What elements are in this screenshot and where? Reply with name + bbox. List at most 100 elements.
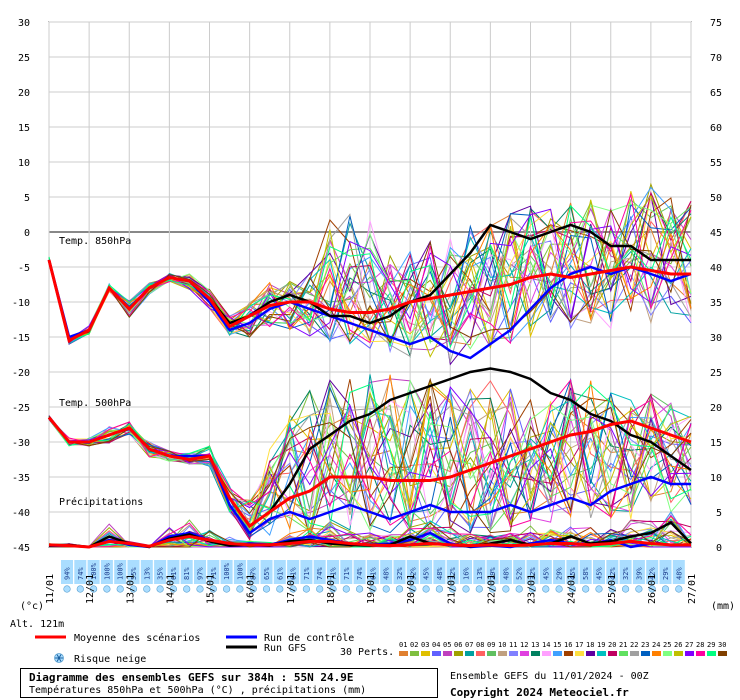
right-tick-label: 5 xyxy=(716,508,722,519)
right-tick-label: 55 xyxy=(710,158,722,169)
pert-number: 30 xyxy=(718,641,726,649)
right-tick-label: 60 xyxy=(710,123,722,134)
snow-risk-bar xyxy=(220,560,233,584)
pert-swatch xyxy=(696,651,705,656)
pert-swatch xyxy=(542,651,551,656)
pert-number: 14 xyxy=(542,641,550,649)
snow-risk-bar xyxy=(380,560,393,584)
snow-risk-bar xyxy=(526,560,539,584)
snow-risk-bar xyxy=(74,560,87,584)
pert-number: 10 xyxy=(498,641,506,649)
pert-number: 02 xyxy=(410,641,418,649)
snow-risk-label: 32% xyxy=(529,567,537,580)
pert-number: 28 xyxy=(696,641,704,649)
snow-risk-bar xyxy=(247,560,260,584)
snow-risk-label: 71% xyxy=(210,567,218,580)
snow-risk-bar xyxy=(87,560,100,584)
pert-number: 19 xyxy=(597,641,605,649)
pert-swatch xyxy=(575,651,584,656)
date-axis: 11/01 12/01 13/01 14/01 15/01 16/01 17/01 18/01… xyxy=(45,574,698,604)
snow-risk-bar xyxy=(340,560,353,584)
left-tick-label: 25 xyxy=(18,53,30,64)
snow-risk-label: 81% xyxy=(183,567,191,580)
pert-number: 21 xyxy=(619,641,627,649)
snow-risk-label: 13% xyxy=(476,567,484,580)
snow-risk-label: 97% xyxy=(197,567,205,580)
left-tick-label: -45 xyxy=(12,543,30,554)
pert-number: 07 xyxy=(465,641,473,649)
snow-risk-label: 16% xyxy=(463,567,471,580)
snow-risk-label: 74% xyxy=(356,567,364,580)
member-line xyxy=(48,378,692,528)
snowflake-icon xyxy=(342,585,350,593)
pert-swatch xyxy=(597,651,606,656)
snow-risk-cell: 61% xyxy=(273,560,286,593)
date-tick-label: 15/01 xyxy=(206,574,217,604)
snow-risk-cell: 45% xyxy=(566,560,579,593)
snow-risk-label: 74% xyxy=(77,567,85,580)
date-tick-label: 12/01 xyxy=(85,574,96,604)
snow-risk-label: 42% xyxy=(649,567,657,580)
snow-risk-label: 61% xyxy=(276,567,284,580)
pert-number: 04 xyxy=(432,641,440,649)
date-tick-label: 23/01 xyxy=(527,574,538,604)
snowflake-icon xyxy=(568,585,577,593)
snow-risk-bar xyxy=(366,560,379,584)
date-tick-label: 13/01 xyxy=(125,574,136,604)
snow-risk-cell: 39% xyxy=(632,560,645,593)
snow-risk-cell: 48% xyxy=(499,560,512,593)
right-tick-label: 25 xyxy=(710,368,722,379)
snow-risk-cell: 65% xyxy=(260,560,273,593)
snow-risk-bar xyxy=(553,560,566,584)
pert-number: 20 xyxy=(608,641,616,649)
snow-risk-bar xyxy=(273,560,286,584)
snowflake-icon xyxy=(89,585,98,593)
right-tick-label: 30 xyxy=(710,333,722,344)
snowflake-icon xyxy=(63,585,71,593)
snow-risk-bar xyxy=(180,560,193,584)
left-tick-label: 30 xyxy=(18,18,30,29)
snowflake-icon xyxy=(595,585,603,593)
snowflake-icon xyxy=(435,585,444,593)
member-line xyxy=(48,522,692,548)
pert-swatch xyxy=(410,651,419,656)
pert-swatch xyxy=(564,651,573,656)
snow-risk-label: 13% xyxy=(143,567,151,580)
snowflake-icon xyxy=(196,585,204,593)
altitude-label: Alt. 121m xyxy=(10,619,64,630)
snow-risk-cell: 48% xyxy=(672,560,685,593)
date-tick-label: 17/01 xyxy=(286,574,297,604)
date-tick-label: 21/01 xyxy=(446,574,457,604)
pert-swatch xyxy=(641,651,650,656)
snow-risk-label: 61% xyxy=(369,567,377,580)
snow-risk-cell: 71% xyxy=(327,560,339,593)
pert-number: 03 xyxy=(421,641,429,649)
pert-swatch xyxy=(674,651,683,656)
pert-swatch xyxy=(454,651,463,656)
snowflake-icon xyxy=(236,585,244,593)
snow-risk-label: 100% xyxy=(90,562,98,580)
snow-risk-bar xyxy=(287,560,300,584)
snow-risk-cell: 61% xyxy=(366,560,379,593)
mean-line xyxy=(47,259,691,343)
snow-risk-cell: 32% xyxy=(619,560,632,593)
snow-risk-bar xyxy=(154,560,167,584)
snow-risk-bar xyxy=(513,560,526,584)
snow-risk-bar xyxy=(207,560,220,584)
pert-number: 09 xyxy=(487,641,495,649)
pert-number: 11 xyxy=(509,641,517,649)
panel-label-850: Temp. 850hPa xyxy=(59,236,131,247)
left-tick-label: 15 xyxy=(18,123,30,134)
date-tick-label: 24/01 xyxy=(567,574,578,604)
snow-risk-label: 32% xyxy=(449,567,457,580)
pert-swatch xyxy=(443,651,452,656)
copyright: Copyright 2024 Meteociel.fr xyxy=(450,686,629,699)
snow-risk-bar xyxy=(632,560,645,584)
snow-risk-band: 94% 74% 100% 100% 100% 55% 13% 35% 61% 81% 97% 71% 1… xyxy=(61,560,685,593)
snowflake-icon xyxy=(502,585,510,593)
snow-risk-bar xyxy=(659,560,672,584)
date-tick-label: 18/01 xyxy=(326,574,337,604)
snow-risk-cell: 100% xyxy=(87,560,100,593)
pert-number: 16 xyxy=(564,641,572,649)
date-tick-label: 22/01 xyxy=(486,574,497,604)
